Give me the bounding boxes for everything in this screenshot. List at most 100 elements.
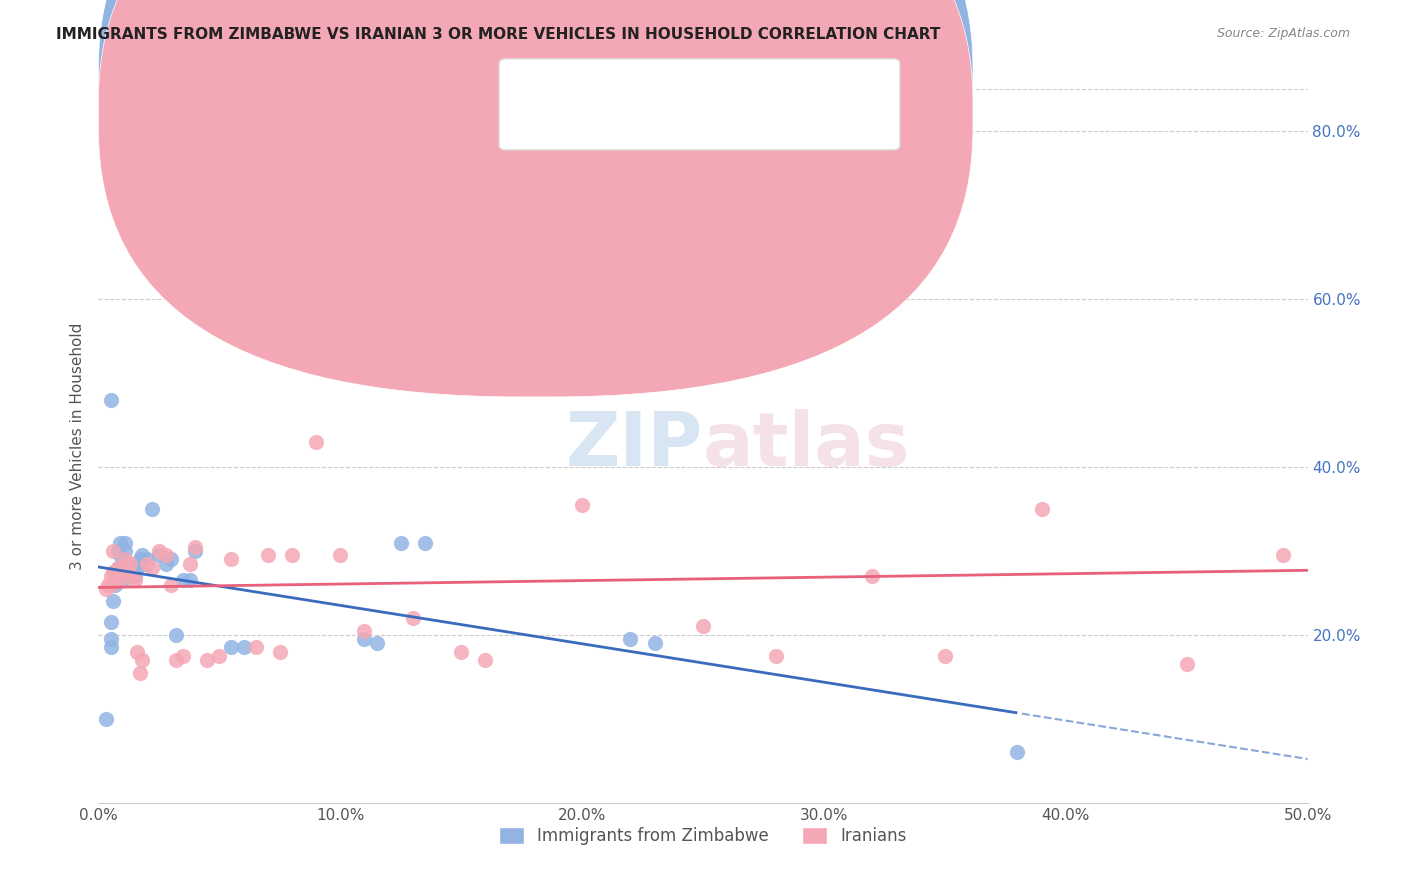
Point <box>1031 502 1053 516</box>
Point <box>860 569 883 583</box>
Point <box>100 577 122 591</box>
Point <box>131 548 153 562</box>
Point <box>131 653 153 667</box>
Point <box>1175 657 1198 672</box>
Point <box>97 577 120 591</box>
Point <box>100 392 122 407</box>
Point <box>118 557 141 571</box>
FancyBboxPatch shape <box>98 0 973 363</box>
Text: IMMIGRANTS FROM ZIMBABWE VS IRANIAN 3 OR MORE VEHICLES IN HOUSEHOLD CORRELATION : IMMIGRANTS FROM ZIMBABWE VS IRANIAN 3 OR… <box>56 27 941 42</box>
Point <box>121 560 143 574</box>
Point <box>184 540 207 554</box>
Point <box>100 640 122 655</box>
Point <box>135 552 157 566</box>
Point <box>94 712 117 726</box>
Point <box>100 632 122 646</box>
Point <box>128 552 150 566</box>
Point <box>118 557 141 571</box>
Point <box>179 574 201 588</box>
FancyBboxPatch shape <box>98 0 973 397</box>
Point <box>114 544 136 558</box>
Point <box>353 624 375 638</box>
Point <box>184 544 207 558</box>
Point <box>117 565 139 579</box>
Point <box>221 552 243 566</box>
Point <box>245 640 267 655</box>
Point <box>172 574 194 588</box>
Point <box>135 557 157 571</box>
Point <box>104 574 127 588</box>
Point <box>107 560 129 574</box>
Point <box>124 569 146 583</box>
Point <box>305 434 328 449</box>
Point <box>934 648 956 663</box>
Point <box>668 225 690 239</box>
Point <box>111 565 134 579</box>
Point <box>117 565 139 579</box>
Point <box>353 632 375 646</box>
Y-axis label: 3 or more Vehicles in Household: 3 or more Vehicles in Household <box>69 322 84 570</box>
Point <box>571 498 593 512</box>
Point <box>389 535 412 549</box>
Point <box>450 645 472 659</box>
Point <box>121 569 143 583</box>
Point <box>165 653 187 667</box>
Point <box>127 560 149 574</box>
Point <box>281 548 304 562</box>
Point <box>195 653 218 667</box>
Point <box>413 535 436 549</box>
Point <box>108 535 131 549</box>
Point <box>765 648 787 663</box>
Point <box>117 557 139 571</box>
Point <box>111 560 134 574</box>
Point <box>134 557 156 571</box>
Point <box>256 548 278 562</box>
Point <box>165 628 187 642</box>
Point <box>141 560 163 574</box>
Point <box>179 557 201 571</box>
Point <box>692 619 714 633</box>
Point <box>108 574 131 588</box>
Point <box>148 544 170 558</box>
Point <box>101 544 124 558</box>
Point <box>269 645 291 659</box>
Point <box>155 548 177 562</box>
Point <box>111 574 134 588</box>
Point <box>111 560 134 574</box>
Point <box>114 535 136 549</box>
Point <box>474 653 496 667</box>
Text: atlas: atlas <box>703 409 910 483</box>
Point <box>124 574 146 588</box>
Point <box>172 648 194 663</box>
Point <box>1272 548 1295 562</box>
Text: R = 0.065   N = 51: R = 0.065 N = 51 <box>561 105 706 120</box>
Text: Source: ZipAtlas.com: Source: ZipAtlas.com <box>1216 27 1350 40</box>
Point <box>208 648 231 663</box>
Point <box>141 502 163 516</box>
Point <box>1007 746 1029 760</box>
Point <box>107 569 129 583</box>
Point <box>366 636 388 650</box>
Point <box>148 548 170 562</box>
Point <box>155 557 177 571</box>
Point <box>104 565 127 579</box>
Point <box>101 565 124 579</box>
Point <box>221 640 243 655</box>
Legend: Immigrants from Zimbabwe, Iranians: Immigrants from Zimbabwe, Iranians <box>492 820 914 852</box>
Point <box>160 577 183 591</box>
Point <box>100 569 122 583</box>
Point <box>108 548 131 562</box>
Point <box>329 548 352 562</box>
Point <box>104 577 127 591</box>
Text: R = 0.095   N = 44: R = 0.095 N = 44 <box>561 71 706 86</box>
Point <box>644 636 666 650</box>
Point <box>100 615 122 630</box>
Point <box>402 611 425 625</box>
Point <box>107 544 129 558</box>
Point <box>127 645 149 659</box>
Point <box>118 569 141 583</box>
Point <box>94 582 117 596</box>
Point <box>160 552 183 566</box>
Point <box>107 560 129 574</box>
Point <box>101 594 124 608</box>
